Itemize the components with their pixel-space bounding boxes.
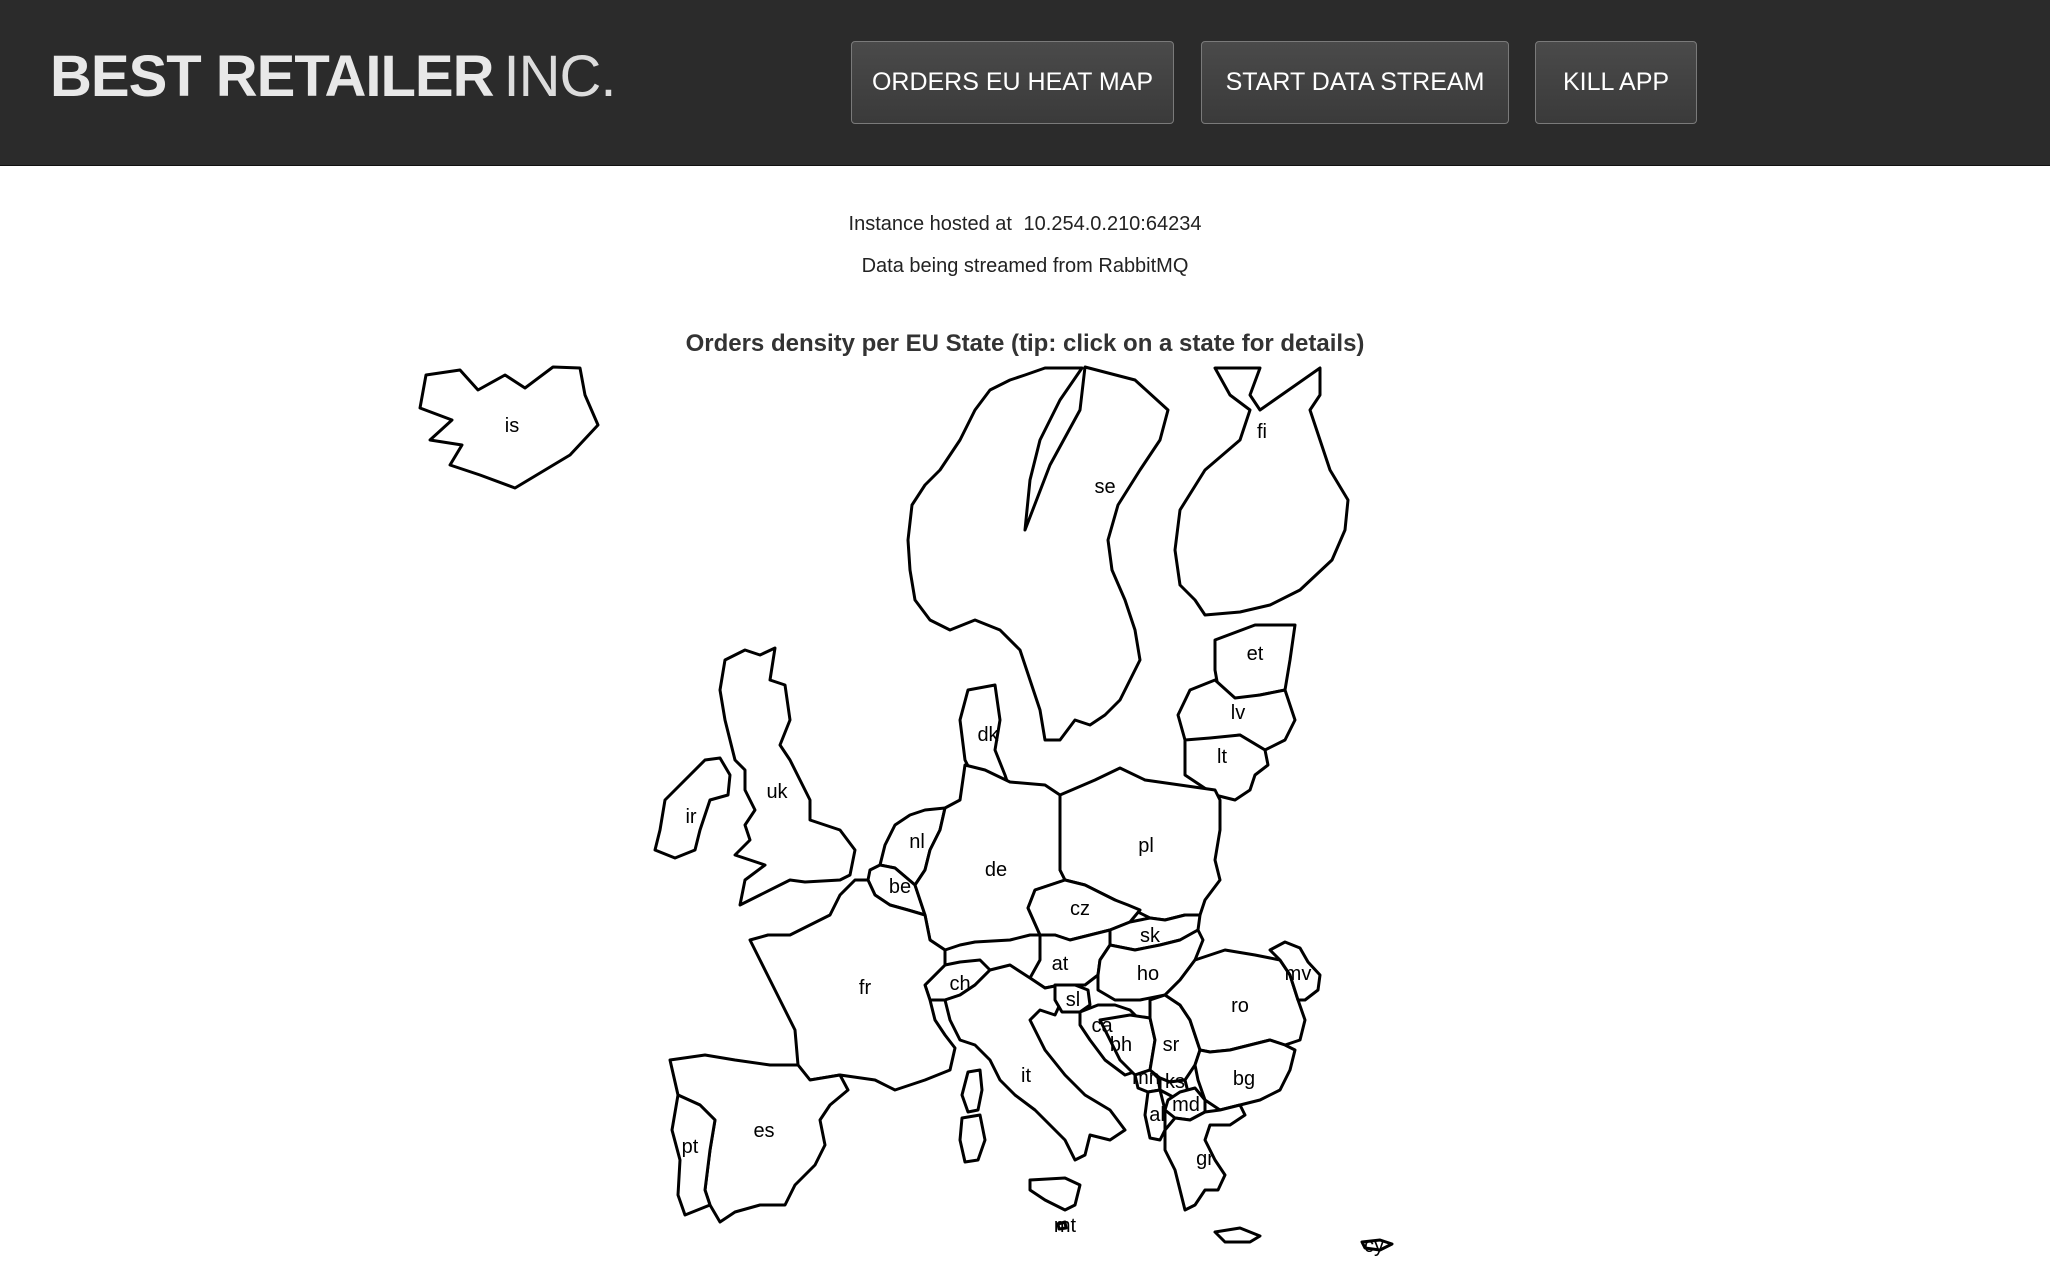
- label-gr: gr: [1196, 1148, 1214, 1170]
- state-se[interactable]: [906, 365, 1170, 742]
- brand-logo: BEST RETAILER INC.: [50, 42, 617, 112]
- state-bg[interactable]: [1193, 1038, 1297, 1112]
- state-cy[interactable]: [1360, 1238, 1394, 1252]
- label-pt: pt: [682, 1136, 699, 1158]
- label-bh: bh: [1110, 1034, 1132, 1056]
- state-it-corsica[interactable]: [958, 1113, 987, 1164]
- state-lt[interactable]: [1183, 733, 1270, 802]
- map-title: Orders density per EU State (tip: click …: [685, 330, 1365, 357]
- label-et: et: [1247, 643, 1264, 665]
- top-navbar: BEST RETAILER INC. ORDERS EU HEAT MAP STA…: [0, 0, 2050, 166]
- label-is: is: [505, 415, 519, 437]
- label-ca: ca: [1091, 1015, 1113, 1037]
- label-it: it: [1021, 1065, 1031, 1087]
- label-bg: bg: [1233, 1068, 1255, 1090]
- state-mt[interactable]: [1056, 1220, 1068, 1231]
- label-sk: sk: [1140, 925, 1161, 947]
- label-de: de: [985, 859, 1007, 881]
- label-mt: mt: [1054, 1215, 1077, 1237]
- state-ir[interactable]: [653, 756, 732, 860]
- state-it-sicily[interactable]: [1028, 1176, 1082, 1212]
- state-uk[interactable]: [718, 646, 857, 907]
- label-be: be: [889, 876, 911, 898]
- label-lt: lt: [1217, 746, 1227, 768]
- start-data-stream-button[interactable]: START DATA STREAM: [1201, 41, 1509, 124]
- state-fi[interactable]: [1173, 366, 1350, 617]
- instance-host-line: Instance hosted at 10.254.0.210:64234: [0, 213, 2050, 236]
- label-dk: dk: [977, 724, 999, 746]
- host-address: 10.254.0.210:64234: [1023, 213, 1202, 235]
- state-is[interactable]: [418, 365, 600, 490]
- state-it-sardinia[interactable]: [960, 1068, 984, 1114]
- label-ch: ch: [949, 973, 970, 995]
- label-cy: cy: [1364, 1235, 1384, 1257]
- label-mn: mn: [1132, 1067, 1160, 1089]
- state-fr[interactable]: [748, 878, 957, 1092]
- label-nl: nl: [909, 831, 925, 853]
- label-lv: lv: [1231, 702, 1245, 724]
- label-ho: ho: [1137, 963, 1159, 985]
- label-mv: mv: [1285, 963, 1312, 985]
- label-at: at: [1052, 953, 1069, 975]
- label-fr: fr: [859, 977, 872, 999]
- brand-name: BEST RETAILER: [50, 44, 494, 109]
- label-md: md: [1172, 1094, 1200, 1116]
- label-ks: ks: [1165, 1071, 1185, 1093]
- label-pl: pl: [1138, 835, 1154, 857]
- label-fi: fi: [1257, 421, 1267, 443]
- label-se: se: [1094, 476, 1115, 498]
- label-uk: uk: [766, 781, 788, 803]
- brand-suffix: INC.: [503, 44, 617, 109]
- label-sl: sl: [1066, 989, 1080, 1011]
- state-gr-crete[interactable]: [1213, 1226, 1262, 1244]
- label-al: al: [1149, 1104, 1165, 1126]
- state-gr[interactable]: [1163, 1103, 1247, 1212]
- kill-app-button[interactable]: KILL APP: [1535, 41, 1697, 124]
- orders-heat-map-button[interactable]: ORDERS EU HEAT MAP: [851, 41, 1174, 124]
- label-sr: sr: [1163, 1034, 1180, 1056]
- state-pt[interactable]: [670, 1093, 717, 1217]
- label-ro: ro: [1231, 995, 1249, 1017]
- stream-source-text: Data being streamed from RabbitMQ: [861, 255, 1189, 277]
- state-al[interactable]: [1143, 1088, 1167, 1142]
- label-ir: ir: [685, 806, 696, 828]
- label-es: es: [753, 1120, 774, 1142]
- state-mv[interactable]: [1268, 940, 1322, 1002]
- host-label: Instance hosted at: [848, 213, 1012, 235]
- label-cz: cz: [1070, 898, 1090, 920]
